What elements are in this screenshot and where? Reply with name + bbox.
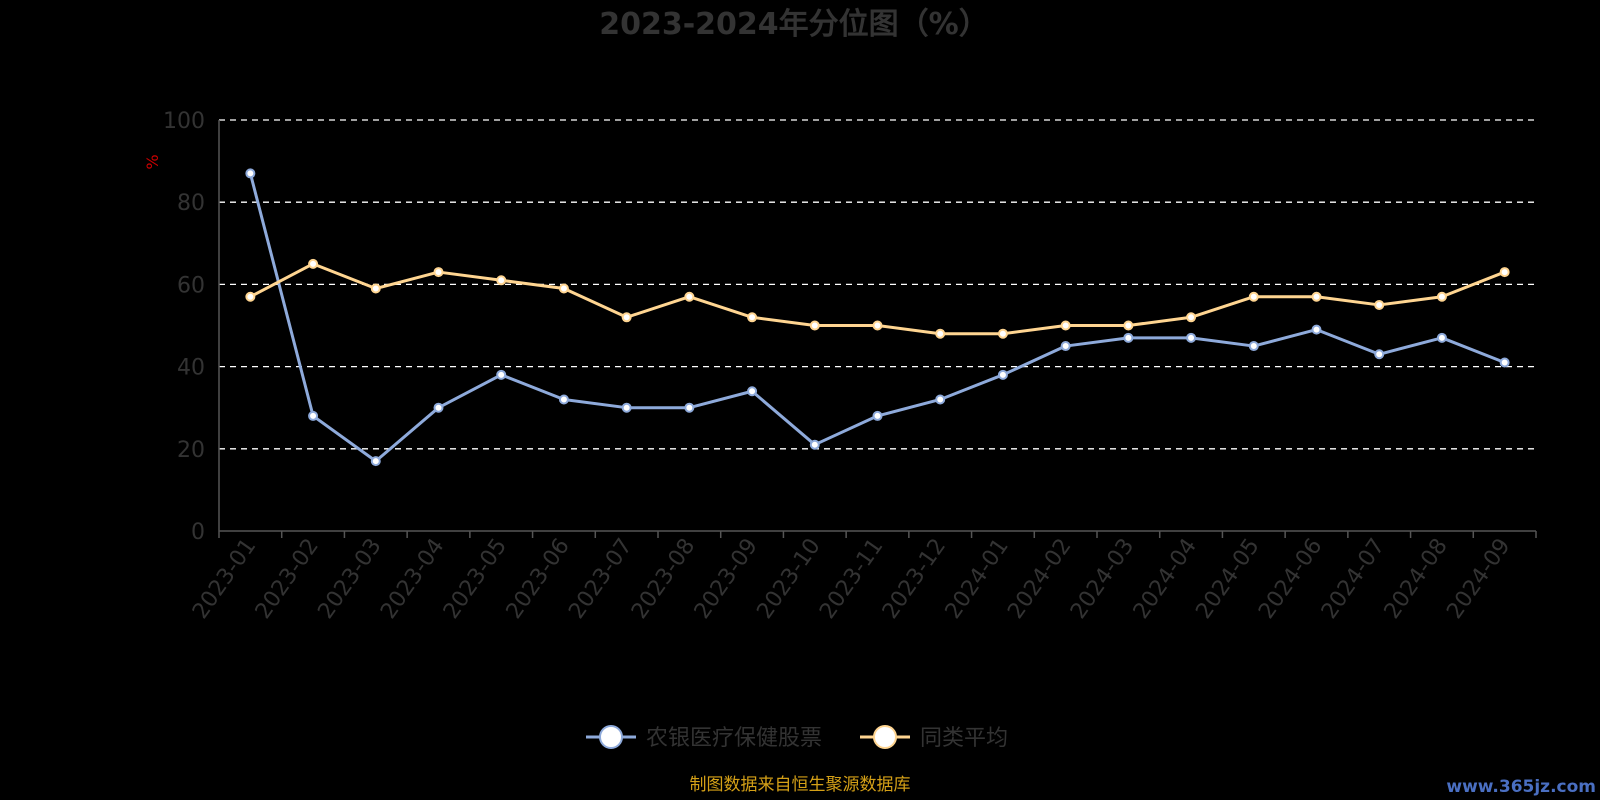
x-tick-label: 2023-01: [188, 534, 261, 624]
grid-lines: [219, 119, 1536, 450]
x-tick-label: 2024-04: [1129, 534, 1202, 624]
y-tick-label: 60: [177, 273, 205, 298]
y-tick-label: 0: [191, 520, 205, 545]
data-source-note: 制图数据来自恒生聚源数据库: [690, 775, 911, 795]
data-point: [935, 394, 946, 405]
x-tick-label: 2023-12: [878, 534, 951, 624]
data-point: [1374, 299, 1385, 310]
data-point: [1499, 357, 1510, 368]
data-point: [1060, 320, 1071, 331]
x-tick-label: 2023-05: [439, 534, 512, 624]
chart-title: 2023-2024年分位图（%）: [599, 7, 989, 42]
data-point: [496, 275, 507, 286]
data-point: [1436, 291, 1447, 302]
x-tick-label: 2023-06: [502, 534, 575, 624]
data-point: [747, 312, 758, 323]
data-point: [809, 439, 820, 450]
series-1: [245, 168, 1510, 467]
x-tick-label: 2023-08: [627, 534, 700, 624]
data-point: [433, 402, 444, 413]
axes: [218, 120, 1537, 538]
x-tick-label: 2023-11: [815, 534, 888, 624]
legend-item-2[interactable]: 同类平均: [860, 725, 1008, 751]
data-point: [558, 283, 569, 294]
data-point: [308, 258, 319, 269]
series-2: [245, 258, 1510, 339]
data-point: [1123, 320, 1134, 331]
data-point: [1248, 341, 1259, 352]
x-tick-label: 2023-02: [251, 534, 324, 624]
data-point: [1060, 341, 1071, 352]
data-point: [1436, 332, 1447, 343]
data-point: [872, 410, 883, 421]
data-point: [997, 328, 1008, 339]
data-point: [558, 394, 569, 405]
legend-marker: [873, 725, 897, 749]
data-point: [747, 386, 758, 397]
data-point: [433, 267, 444, 278]
x-tick-label: 2023-04: [376, 534, 449, 624]
x-tick-label: 2023-07: [564, 534, 637, 624]
y-tick-label: 100: [163, 109, 205, 134]
data-point: [1499, 267, 1510, 278]
x-tick-label: 2023-03: [313, 534, 386, 624]
x-tick-label: 2024-03: [1066, 534, 1139, 624]
x-tick-label: 2024-07: [1317, 534, 1390, 624]
data-point: [1123, 332, 1134, 343]
data-point: [308, 410, 319, 421]
x-tick-label: 2024-01: [941, 534, 1014, 624]
data-point: [1374, 349, 1385, 360]
series-layer: [245, 168, 1510, 467]
legend-marker: [599, 725, 623, 749]
data-point: [245, 291, 256, 302]
data-point: [1186, 332, 1197, 343]
data-point: [1248, 291, 1259, 302]
data-point: [997, 369, 1008, 380]
site-watermark: www.365jz.com: [1446, 777, 1596, 797]
data-point: [809, 320, 820, 331]
data-point: [935, 328, 946, 339]
y-tick-label: 20: [177, 438, 205, 463]
data-point: [684, 402, 695, 413]
x-tick-label: 2024-08: [1380, 534, 1453, 624]
x-axis-ticks: 2023-012023-022023-032023-042023-052023-…: [188, 534, 1515, 624]
x-tick-label: 2023-09: [690, 534, 763, 624]
x-tick-label: 2024-09: [1442, 534, 1515, 624]
data-point: [1186, 312, 1197, 323]
data-point: [1311, 324, 1322, 335]
data-point: [872, 320, 883, 331]
x-tick-label: 2023-10: [752, 534, 825, 624]
legend-label: 同类平均: [920, 726, 1008, 751]
legend[interactable]: 农银医疗保健股票 同类平均: [586, 725, 1008, 751]
data-point: [370, 283, 381, 294]
data-point: [621, 402, 632, 413]
y-axis-ticks: 0 20 40 60 80 100: [163, 109, 205, 545]
data-point: [621, 312, 632, 323]
y-tick-label: 80: [177, 191, 205, 216]
data-point: [1311, 291, 1322, 302]
data-point: [245, 168, 256, 179]
y-tick-label: 40: [177, 356, 205, 381]
x-tick-label: 2024-06: [1254, 534, 1327, 624]
data-point: [496, 369, 507, 380]
legend-item-1[interactable]: 农银医疗保健股票: [586, 725, 822, 751]
x-tick-label: 2024-05: [1191, 534, 1264, 624]
legend-label: 农银医疗保健股票: [646, 726, 822, 751]
data-point: [684, 291, 695, 302]
y-axis-unit: %: [143, 154, 162, 169]
x-tick-label: 2024-02: [1003, 534, 1076, 624]
data-point: [370, 456, 381, 467]
